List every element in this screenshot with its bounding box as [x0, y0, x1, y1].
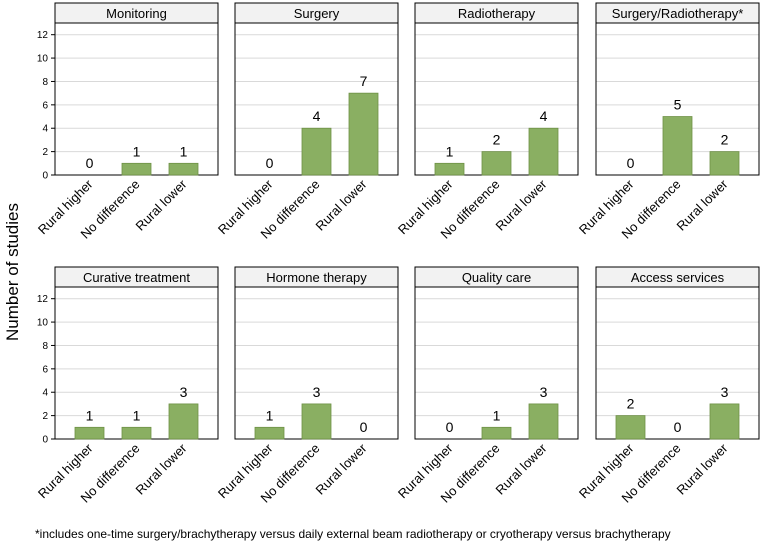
- data-label: 1: [266, 407, 274, 423]
- data-label: 7: [360, 73, 368, 89]
- data-label: 4: [313, 108, 321, 124]
- panel-title: Monitoring: [106, 6, 167, 21]
- data-label: 2: [721, 132, 729, 148]
- x-tick-label: Rural lower: [674, 440, 732, 498]
- data-label: 2: [627, 396, 635, 412]
- data-label: 0: [360, 419, 368, 435]
- x-tick-label: Rural lower: [313, 440, 371, 498]
- bar: [662, 116, 693, 176]
- y-tick-label: 2: [42, 147, 48, 158]
- x-tick-label: Rural lower: [313, 176, 371, 234]
- bar: [168, 162, 199, 176]
- y-tick-label: 6: [42, 364, 48, 375]
- data-label: 3: [313, 384, 321, 400]
- y-tick-label: 2: [42, 411, 48, 422]
- bar: [254, 426, 285, 440]
- panel-title: Surgery: [294, 6, 340, 21]
- bar: [481, 426, 512, 440]
- data-label: 1: [86, 407, 94, 423]
- data-label: 1: [133, 407, 141, 423]
- panel-frame: [595, 286, 760, 440]
- data-label: 3: [180, 384, 188, 400]
- data-label: 5: [674, 97, 682, 113]
- data-label: 1: [493, 407, 501, 423]
- x-tick-label: Rural lower: [133, 176, 191, 234]
- bar: [168, 403, 199, 440]
- x-tick-label: Rural lower: [674, 176, 732, 234]
- bar: [528, 127, 559, 176]
- panel-title: Quality care: [462, 270, 531, 285]
- y-tick-label: 8: [42, 341, 48, 352]
- data-label: 1: [446, 143, 454, 159]
- data-label: 1: [180, 143, 188, 159]
- y-tick-label: 0: [42, 435, 48, 446]
- y-tick-label: 4: [42, 124, 48, 135]
- bar: [74, 426, 105, 440]
- bar: [301, 127, 332, 176]
- bar: [434, 162, 465, 176]
- y-axis-label: Number of studies: [3, 203, 22, 341]
- data-label: 0: [674, 419, 682, 435]
- y-tick-label: 12: [37, 294, 49, 305]
- data-label: 0: [446, 419, 454, 435]
- data-label: 2: [493, 132, 501, 148]
- footnote: *includes one-time surgery/brachytherapy…: [35, 527, 671, 541]
- data-label: 4: [540, 108, 548, 124]
- data-label: 0: [86, 155, 94, 171]
- x-tick-label: Rural lower: [493, 176, 551, 234]
- data-label: 0: [266, 155, 274, 171]
- bar: [348, 92, 379, 176]
- panel-title: Curative treatment: [83, 270, 190, 285]
- panel-title: Access services: [631, 270, 725, 285]
- x-tick-label: Rural lower: [493, 440, 551, 498]
- bar: [301, 403, 332, 440]
- bar: [528, 403, 559, 440]
- panel-title: Radiotherapy: [458, 6, 536, 21]
- y-tick-label: 10: [37, 318, 49, 329]
- x-tick-label: Rural lower: [133, 440, 191, 498]
- bar: [121, 162, 152, 176]
- bar: [709, 403, 740, 440]
- panel-title: Hormone therapy: [266, 270, 367, 285]
- y-tick-label: 10: [37, 54, 49, 65]
- y-tick-label: 4: [42, 388, 48, 399]
- bar: [481, 151, 512, 176]
- bar: [615, 415, 646, 440]
- data-label: 1: [133, 143, 141, 159]
- y-tick-label: 12: [37, 30, 49, 41]
- y-tick-label: 8: [42, 77, 48, 88]
- data-label: 0: [627, 155, 635, 171]
- bar: [121, 426, 152, 440]
- y-tick-label: 0: [42, 171, 48, 182]
- y-tick-label: 6: [42, 100, 48, 111]
- panel-title: Surgery/Radiotherapy*: [612, 6, 744, 21]
- data-label: 3: [721, 384, 729, 400]
- bar: [709, 151, 740, 176]
- data-label: 3: [540, 384, 548, 400]
